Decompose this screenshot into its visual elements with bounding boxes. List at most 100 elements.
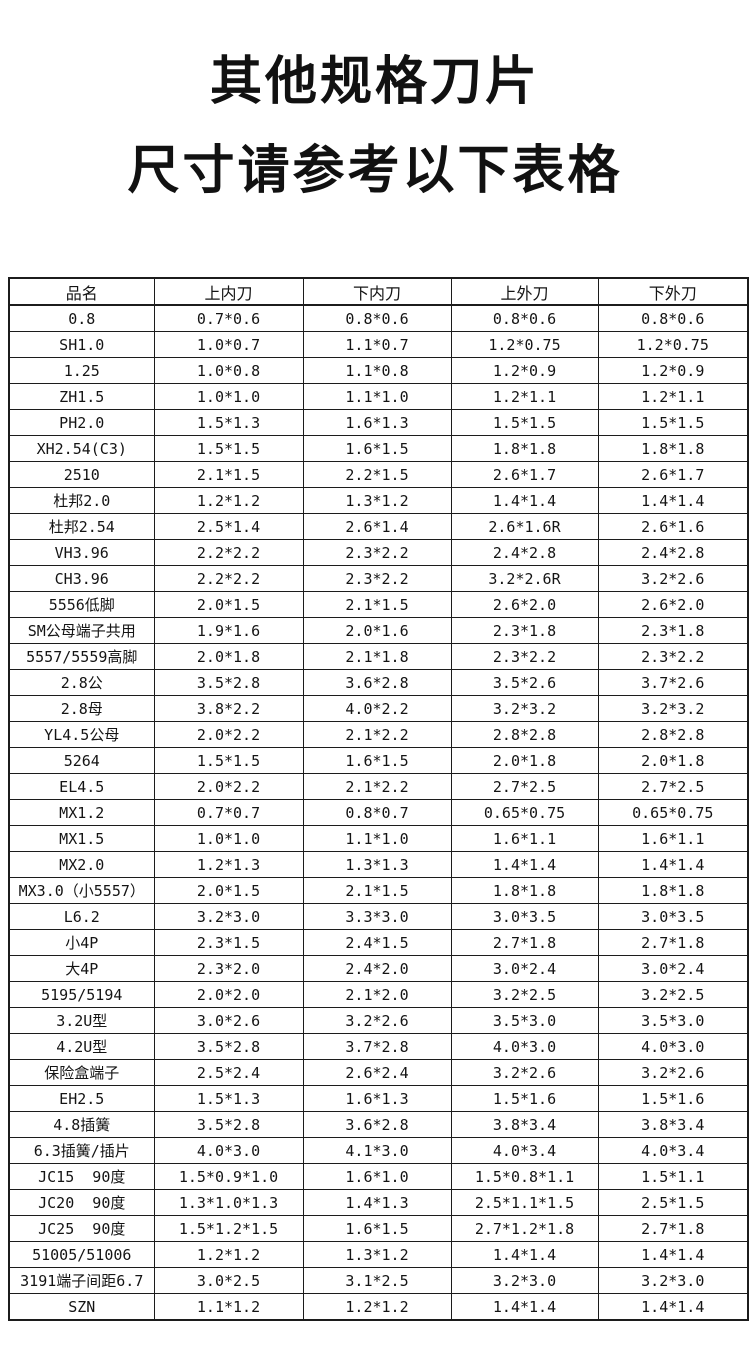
table-row: EH2.5 1.5*1.3 1.6*1.3 1.5*1.6 1.5*1.6 bbox=[8, 1085, 749, 1112]
table-row: MX2.0 1.2*1.3 1.3*1.3 1.4*1.4 1.4*1.4 bbox=[8, 851, 749, 878]
blade-size-cell: 3.8*2.2 bbox=[153, 695, 304, 722]
blade-size-cell: 1.2*1.3 bbox=[153, 851, 304, 878]
table-row: YL4.5公母 2.0*2.2 2.1*2.2 2.8*2.8 2.8*2.8 bbox=[8, 721, 749, 748]
blade-size-cell: 3.2*2.6 bbox=[450, 1059, 599, 1086]
table-row: JC20 90度 1.3*1.0*1.3 1.4*1.3 2.5*1.1*1.5 2.5… bbox=[8, 1189, 749, 1216]
product-name-cell: 1.25 bbox=[8, 357, 155, 384]
blade-size-cell: 2.0*1.6 bbox=[302, 617, 452, 644]
table-row: 5264 1.5*1.5 1.6*1.5 2.0*1.8 2.0*1.8 bbox=[8, 747, 749, 774]
table-row: PH2.0 1.5*1.3 1.6*1.3 1.5*1.5 1.5*1.5 bbox=[8, 409, 749, 436]
table-row: 6.3插簧/插片 4.0*3.0 4.1*3.0 4.0*3.4 4.0*3.4 bbox=[8, 1137, 749, 1164]
page-title-line1: 其他规格刀片 bbox=[209, 53, 540, 111]
table-row: 2.8母 3.8*2.2 4.0*2.2 3.2*3.2 3.2*3.2 bbox=[8, 695, 749, 722]
blade-size-cell: 2.4*1.5 bbox=[302, 929, 452, 956]
blade-size-cell: 1.2*1.1 bbox=[597, 383, 749, 410]
table-row: SM公母端子共用 1.9*1.6 2.0*1.6 2.3*1.8 2.3*1.8 bbox=[8, 617, 749, 644]
blade-size-cell: 2.3*2.0 bbox=[153, 955, 304, 982]
blade-size-cell: 1.2*0.75 bbox=[450, 331, 599, 358]
blade-size-cell: 4.0*3.0 bbox=[450, 1033, 599, 1060]
product-name-cell: 51005/51006 bbox=[8, 1241, 155, 1268]
blade-size-cell: 2.2*1.5 bbox=[302, 461, 452, 488]
blade-size-cell: 1.1*1.0 bbox=[302, 383, 452, 410]
blade-size-cell: 1.0*1.0 bbox=[153, 825, 304, 852]
blade-size-cell: 4.0*2.2 bbox=[302, 695, 452, 722]
blade-size-cell: 2.1*1.8 bbox=[302, 643, 452, 670]
table-row: 2510 2.1*1.5 2.2*1.5 2.6*1.7 2.6*1.7 bbox=[8, 461, 749, 488]
blade-size-cell: 3.0*2.4 bbox=[597, 955, 749, 982]
table-row: 3191端子间距6.7 3.0*2.5 3.1*2.5 3.2*3.0 3.2*3.0 bbox=[8, 1267, 749, 1294]
blade-size-cell: 1.6*1.3 bbox=[302, 1085, 452, 1112]
blade-size-cell: 0.65*0.75 bbox=[450, 799, 599, 826]
product-name-cell: CH3.96 bbox=[8, 565, 155, 592]
product-name-cell: 3191端子间距6.7 bbox=[8, 1267, 155, 1294]
blade-size-cell: 3.7*2.6 bbox=[597, 669, 749, 696]
blade-size-cell: 2.1*2.2 bbox=[302, 721, 452, 748]
blade-size-cell: 1.6*1.0 bbox=[302, 1163, 452, 1190]
product-name-cell: 6.3插簧/插片 bbox=[8, 1137, 155, 1164]
product-name-cell: 5557/5559高脚 bbox=[8, 643, 155, 670]
product-name-cell: 2.8母 bbox=[8, 695, 155, 722]
table-row: CH3.96 2.2*2.2 2.3*2.2 3.2*2.6R 3.2*2.6 bbox=[8, 565, 749, 592]
product-name-cell: JC20 90度 bbox=[8, 1189, 155, 1216]
table-row: 3.2U型 3.0*2.6 3.2*2.6 3.5*3.0 3.5*3.0 bbox=[8, 1007, 749, 1034]
product-name-cell: 保险盒端子 bbox=[8, 1059, 155, 1086]
product-name-cell: MX2.0 bbox=[8, 851, 155, 878]
product-name-cell: MX3.0（小5557） bbox=[8, 877, 155, 904]
blade-size-cell: 3.2*3.0 bbox=[153, 903, 304, 930]
product-name-cell: VH3.96 bbox=[8, 539, 155, 566]
blade-size-cell: 3.5*3.0 bbox=[597, 1007, 749, 1034]
blade-size-cell: 2.0*1.8 bbox=[597, 747, 749, 774]
blade-size-cell: 2.4*2.8 bbox=[597, 539, 749, 566]
blade-size-cell: 2.3*2.2 bbox=[597, 643, 749, 670]
product-name-cell: ZH1.5 bbox=[8, 383, 155, 410]
blade-size-cell: 2.4*2.8 bbox=[450, 539, 599, 566]
blade-size-cell: 1.0*0.8 bbox=[153, 357, 304, 384]
blade-size-cell: 1.4*1.4 bbox=[597, 851, 749, 878]
product-name-cell: 大4P bbox=[8, 955, 155, 982]
blade-size-cell: 3.8*3.4 bbox=[597, 1111, 749, 1138]
table-row: 2.8公 3.5*2.8 3.6*2.8 3.5*2.6 3.7*2.6 bbox=[8, 669, 749, 696]
table-row: SZN 1.1*1.2 1.2*1.2 1.4*1.4 1.4*1.4 bbox=[8, 1293, 749, 1321]
page-title: 其他规格刀片 尺寸请参考以下表格 bbox=[0, 38, 750, 216]
blade-size-cell: 2.6*1.7 bbox=[597, 461, 749, 488]
blade-size-cell: 1.5*1.6 bbox=[450, 1085, 599, 1112]
blade-size-cell: 2.6*2.0 bbox=[450, 591, 599, 618]
blade-size-cell: 2.6*1.7 bbox=[450, 461, 599, 488]
blade-size-cell: 2.0*2.0 bbox=[153, 981, 304, 1008]
blade-size-cell: 2.5*1.1*1.5 bbox=[450, 1189, 599, 1216]
table-row: EL4.5 2.0*2.2 2.1*2.2 2.7*2.5 2.7*2.5 bbox=[8, 773, 749, 800]
table-header-row: 品名 上内刀 下内刀 上外刀 下外刀 bbox=[8, 277, 749, 306]
blade-size-cell: 2.7*1.8 bbox=[597, 929, 749, 956]
spec-table: 品名 上内刀 下内刀 上外刀 下外刀 0.8 0.7*0.6 0.8*0.6 0.8*… bbox=[8, 277, 749, 1321]
blade-size-cell: 3.0*3.5 bbox=[597, 903, 749, 930]
table-row: VH3.96 2.2*2.2 2.3*2.2 2.4*2.8 2.4*2.8 bbox=[8, 539, 749, 566]
product-name-cell: PH2.0 bbox=[8, 409, 155, 436]
blade-size-cell: 2.0*1.8 bbox=[450, 747, 599, 774]
product-name-cell: SM公母端子共用 bbox=[8, 617, 155, 644]
product-name-cell: SH1.0 bbox=[8, 331, 155, 358]
blade-size-cell: 3.2*2.5 bbox=[450, 981, 599, 1008]
blade-size-cell: 3.5*2.6 bbox=[450, 669, 599, 696]
blade-size-cell: 2.7*1.8 bbox=[450, 929, 599, 956]
blade-size-cell: 2.5*1.4 bbox=[153, 513, 304, 540]
blade-size-cell: 3.2*3.0 bbox=[597, 1267, 749, 1294]
blade-size-cell: 1.2*1.1 bbox=[450, 383, 599, 410]
blade-size-cell: 2.3*2.2 bbox=[302, 565, 452, 592]
table-row: JC25 90度 1.5*1.2*1.5 1.6*1.5 2.7*1.2*1.8 2.7… bbox=[8, 1215, 749, 1242]
table-row: ZH1.5 1.0*1.0 1.1*1.0 1.2*1.1 1.2*1.1 bbox=[8, 383, 749, 410]
table-row: 5557/5559高脚 2.0*1.8 2.1*1.8 2.3*2.2 2.3*2.2 bbox=[8, 643, 749, 670]
blade-size-cell: 1.5*1.2*1.5 bbox=[153, 1215, 304, 1242]
blade-size-cell: 2.3*1.5 bbox=[153, 929, 304, 956]
blade-size-cell: 1.5*1.3 bbox=[153, 409, 304, 436]
product-name-cell: SZN bbox=[8, 1293, 155, 1321]
product-name-cell: 0.8 bbox=[8, 304, 155, 332]
column-header-upper-inner-blade: 上内刀 bbox=[153, 277, 304, 306]
product-name-cell: MX1.5 bbox=[8, 825, 155, 852]
blade-size-cell: 2.1*1.5 bbox=[302, 877, 452, 904]
table-row: 1.25 1.0*0.8 1.1*0.8 1.2*0.9 1.2*0.9 bbox=[8, 357, 749, 384]
product-name-cell: YL4.5公母 bbox=[8, 721, 155, 748]
blade-size-cell: 2.7*2.5 bbox=[597, 773, 749, 800]
blade-size-cell: 2.1*1.5 bbox=[302, 591, 452, 618]
blade-size-cell: 3.2*2.6 bbox=[597, 565, 749, 592]
page-title-line2: 尺寸请参考以下表格 bbox=[127, 142, 623, 200]
